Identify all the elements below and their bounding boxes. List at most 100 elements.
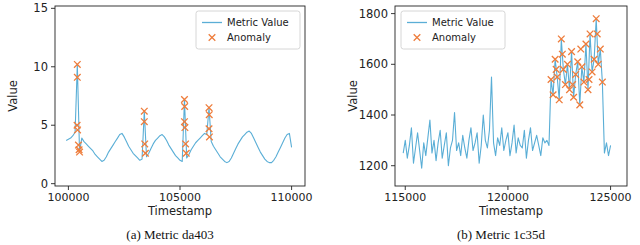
anomaly-marker	[206, 125, 213, 132]
anomaly-marker	[206, 104, 213, 111]
y-tick-label: 1600	[359, 57, 388, 71]
legend-label: Anomaly	[227, 32, 271, 43]
anomaly-marker	[586, 76, 593, 83]
anomaly-marker	[579, 64, 586, 71]
y-tick	[391, 13, 395, 14]
x-tick	[180, 186, 181, 190]
legend-line-swatch	[407, 22, 427, 23]
anomaly-marker	[74, 127, 81, 134]
anomaly-marker	[589, 69, 596, 76]
y-tick	[51, 183, 55, 184]
metric-line	[66, 64, 291, 162]
legend-box	[401, 11, 505, 49]
legend-line-swatch	[202, 22, 222, 23]
anomaly-marker	[142, 150, 149, 157]
x-tick-label: 110000	[271, 191, 313, 204]
y-tick-label: 1400	[359, 108, 388, 122]
y-tick	[51, 8, 55, 9]
anomaly-marker	[552, 56, 559, 63]
x-tick	[507, 186, 508, 190]
subplot: 100000 105000 110000 0 5 10 15 Timestamp Value (a…	[6, 1, 313, 242]
anomaly-marker	[74, 61, 81, 68]
y-tick	[391, 165, 395, 166]
anomaly-marker	[74, 74, 81, 81]
anomaly-marker	[182, 141, 189, 148]
y-axis-label: Value	[346, 80, 360, 112]
anomaly-marker	[578, 46, 585, 53]
anomaly-marker	[595, 61, 602, 68]
anomaly-marker	[183, 150, 190, 157]
anomaly-marker	[550, 91, 557, 98]
caption: (b) Metric 1c35d	[457, 227, 546, 242]
legend-label: Metric Value	[432, 17, 494, 28]
anomaly-marker	[181, 96, 188, 103]
anomaly-marker	[556, 97, 563, 104]
plot-data	[66, 61, 291, 162]
anomaly-marker	[141, 118, 148, 125]
anomaly-marker	[182, 124, 189, 131]
anomaly-marker	[597, 46, 604, 53]
y-tick	[51, 66, 55, 67]
x-tick	[405, 186, 406, 190]
anomaly-marker	[593, 15, 600, 22]
y-tick-label: 10	[33, 60, 48, 74]
plot-frame	[55, 6, 305, 186]
legend-marker-swatch	[414, 34, 421, 41]
x-tick-label: 100000	[47, 191, 89, 204]
anomaly-marker	[141, 108, 148, 115]
y-tick-label: 0	[41, 177, 48, 191]
figure: 100000 105000 110000 0 5 10 15 Timestamp Value (a…	[0, 0, 640, 245]
plot-data	[403, 15, 610, 168]
anomaly-marker	[558, 36, 565, 43]
anomaly-marker	[568, 48, 575, 55]
y-tick	[391, 64, 395, 65]
x-axis-label: Timestamp	[147, 204, 212, 218]
x-tick-label: 105000	[159, 191, 201, 204]
x-tick	[68, 186, 69, 190]
legend-label: Metric Value	[227, 17, 289, 28]
x-tick-label: 115000	[384, 191, 426, 204]
anomaly-marker	[76, 149, 83, 156]
legend: Metric Value Anomaly	[401, 11, 505, 49]
legend-box	[196, 11, 300, 49]
metric-line	[403, 19, 610, 169]
anomaly-marker	[553, 66, 560, 73]
y-tick-label: 5	[41, 118, 48, 132]
anomaly-marker	[574, 58, 581, 65]
x-tick	[291, 186, 292, 190]
legend-label: Anomaly	[432, 32, 476, 43]
anomaly-marker	[559, 51, 566, 58]
y-tick-label: 1200	[359, 159, 388, 173]
y-tick-label: 15	[33, 1, 48, 15]
anomaly-marker	[591, 56, 598, 63]
legend-marker-swatch	[209, 34, 216, 41]
y-tick	[391, 115, 395, 116]
anomaly-marker	[564, 61, 571, 68]
anomaly-marker	[181, 103, 188, 110]
plot-frame	[395, 6, 627, 186]
anomaly-marker	[572, 71, 579, 78]
y-tick-label: 1800	[359, 7, 388, 21]
y-tick	[51, 125, 55, 126]
subplot: 115000 120000 125000 1200 1400 1600 1800 Timest…	[346, 6, 632, 242]
anomaly-marker	[587, 31, 594, 38]
anomaly-marker	[576, 102, 583, 109]
y-axis-label: Value	[6, 80, 20, 112]
x-tick-label: 125000	[590, 191, 632, 204]
x-tick	[610, 186, 611, 190]
anomaly-marker	[554, 74, 561, 81]
x-axis-label: Timestamp	[478, 204, 543, 218]
anomaly-marker	[548, 76, 555, 83]
anomaly-marker	[594, 31, 601, 38]
anomaly-marker	[585, 86, 592, 93]
legend: Metric Value Anomaly	[196, 11, 300, 49]
caption: (a) Metric da403	[126, 227, 213, 242]
anomaly-marker	[206, 111, 213, 118]
x-tick-label: 120000	[487, 191, 529, 204]
anomaly-marker	[141, 141, 148, 148]
anomaly-marker	[599, 79, 606, 86]
anomaly-marker	[569, 81, 576, 88]
anomaly-marker	[206, 134, 213, 141]
anomaly-marker	[570, 94, 577, 101]
anomaly-marker	[562, 81, 569, 88]
